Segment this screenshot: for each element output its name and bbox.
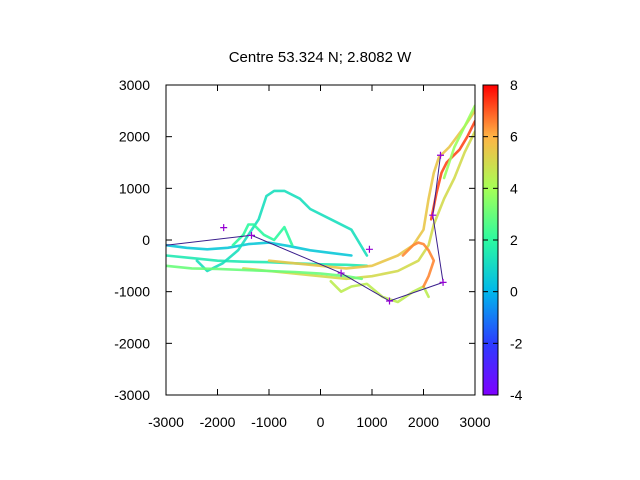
- colorbar-axis: -4 -2 0 2 4 6 8: [483, 77, 523, 403]
- x-tick-label: 1000: [356, 414, 387, 430]
- y-tick-label: -1000: [114, 284, 150, 300]
- colorbar-tick-label: -2: [510, 335, 523, 351]
- y-tick-label: 1000: [119, 180, 150, 196]
- track-line-6: [242, 130, 475, 281]
- x-tick-label: 3000: [459, 414, 490, 430]
- y-tick-label: 0: [142, 232, 150, 248]
- colorbar-tick-label: 2: [510, 232, 518, 248]
- colorbar-tick-label: 6: [510, 129, 518, 145]
- track-line-3: [195, 189, 369, 273]
- colorbar-tick-label: 8: [510, 77, 518, 93]
- y-tick-label: -2000: [114, 335, 150, 351]
- y-tick-label: 3000: [119, 77, 150, 93]
- plot-area: [166, 85, 475, 395]
- colorbar-tick-label: -4: [510, 387, 523, 403]
- marker-6: [429, 211, 437, 219]
- markers-layer: [220, 151, 447, 305]
- tracks-layer: [166, 104, 475, 304]
- track-line-11: [401, 241, 436, 288]
- marker-3: [337, 269, 345, 277]
- track-line-7: [166, 264, 364, 281]
- marker-1: [220, 224, 228, 232]
- track-line-10: [442, 104, 475, 180]
- track-line-4: [231, 223, 294, 247]
- marker-2: [247, 231, 255, 239]
- y-tick-label: 2000: [119, 129, 150, 145]
- colorbar-tick-label: 0: [510, 284, 518, 300]
- marker-5: [386, 297, 394, 305]
- x-tick-label: -1000: [251, 414, 287, 430]
- y-axis: -3000 -2000 -1000 0 1000 2000 3000: [114, 77, 475, 403]
- marker-4: [365, 245, 373, 253]
- track-line-2: [166, 254, 369, 268]
- track-line-1: [166, 241, 353, 257]
- marker-7: [436, 151, 444, 159]
- x-tick-label: -2000: [200, 414, 236, 430]
- marker-8: [439, 278, 447, 286]
- y-tick-label: -3000: [114, 387, 150, 403]
- x-tick-label: -3000: [148, 414, 184, 430]
- x-tick-label: 2000: [408, 414, 439, 430]
- x-axis: -3000 -2000 -1000 0 1000 2000 3000: [148, 85, 491, 430]
- chart-title: Centre 53.324 N; 2.8082 W: [229, 49, 412, 66]
- x-tick-label: 0: [317, 414, 325, 430]
- colorbar-tick-label: 4: [510, 180, 518, 196]
